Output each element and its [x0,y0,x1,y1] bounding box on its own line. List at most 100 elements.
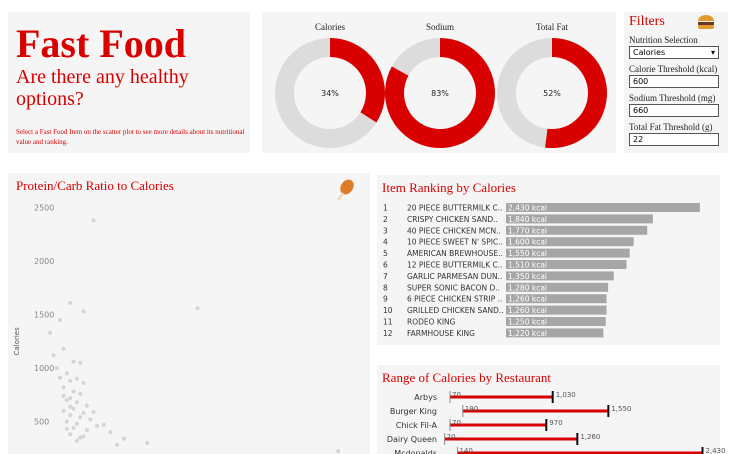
bar-label: 1,350 kcal [508,272,547,281]
max-label: 970 [549,419,562,427]
scatter-point [84,403,89,408]
bar-label: 1,260 kcal [508,295,547,304]
scatter-point [108,430,113,435]
scatter-point [74,421,79,426]
scatter-point [121,436,126,441]
filter-label: Sodium Threshold (mg) [629,93,716,103]
scatter-point [61,393,66,398]
burger-icon [698,15,714,29]
scatter-point [91,218,96,223]
filter-label: Nutrition Selection [629,35,698,45]
min-label: 140 [459,447,472,454]
chart-title: Protein/Carb Ratio to Calories [16,178,174,193]
donut-title: Calories [315,22,345,32]
rank-number: 7 [383,272,388,281]
restaurant-label: Mcdonalds [394,449,437,454]
scatter-point [74,376,79,381]
restaurant-label: Chick Fil-A [396,421,438,430]
item-name: SUPER SONIC BACON D.. [407,283,500,292]
scatter-point [81,381,86,386]
scatter-point [54,366,59,371]
min-label: 70 [452,419,461,427]
scatter-point [51,353,56,358]
item-name: 12 PIECE BUTTERMILK C.. [407,261,503,270]
item-name: GRILLED CHICKEN SAND.. [407,306,504,315]
y-tick-label: 1000 [34,364,54,373]
scatter-point [195,306,200,311]
item-name: 6 PIECE CHICKEN STRIP .. [407,295,502,304]
filters-panel: Filters Nutrition Selection Calories ▾ Calo… [629,14,719,146]
donut-arc [384,38,495,148]
bar [506,260,627,269]
scatter-point [71,359,76,364]
number-input[interactable]: 22 [629,133,719,146]
max-label: 1,260 [580,433,600,441]
item-name: 40 PIECE CHICKEN MCN.. [407,226,501,235]
item-name: RODEO KING [407,318,456,327]
donut-label: 83% [431,89,449,98]
scatter-point [61,408,66,413]
dashboard-title: Fast Food [16,21,186,66]
item-name: AMERICAN BREWHOUSE.. [407,249,503,258]
rank-number: 1 [383,204,388,213]
scatter-point [74,438,79,443]
scatter-point [78,391,83,396]
chicken-icon [336,179,354,201]
y-tick-label: 1500 [34,311,54,320]
bar [506,203,700,212]
instruction-note: Select a Fast Food Item on the scatter p… [16,128,245,146]
select-input[interactable]: Calories ▾ [629,46,719,59]
scatter-point [58,375,63,380]
scatter-point [88,417,93,422]
scatter-point [71,389,76,394]
bar [506,305,607,315]
scatter-point [78,435,83,440]
number-input[interactable]: 600 [629,75,719,88]
filter-label: Calorie Threshold (kcal) [629,64,718,74]
rank-number: 2 [383,215,388,224]
item-name: FARMHOUSE KING [407,329,475,338]
bar [506,214,653,224]
bar-label: 1,250 kcal [508,318,547,327]
scatter-point [64,371,69,376]
scatter-point [64,427,69,432]
scatter-point [81,434,86,439]
scatter-point [336,448,341,453]
scatter-point [61,346,66,351]
item-name: CRISPY CHICKEN SAND.. [407,215,498,224]
item-name: 20 PIECE BUTTERMILK C.. [407,204,503,213]
y-axis-label: Calories [13,327,21,356]
scatter-point [61,385,66,390]
number-input[interactable]: 660 [629,104,719,117]
rank-number: 12 [383,329,393,338]
min-label: 190 [465,405,478,413]
scatter-point [78,415,83,420]
scatter-point [81,410,86,415]
min-label: 20 [447,433,456,441]
scatter-point [48,330,53,335]
rank-number: 5 [383,249,388,258]
scatter-point [95,423,99,428]
bar [506,294,607,304]
scatter-point [91,409,96,414]
bar-label: 1,840 kcal [508,215,547,224]
bar-label: 1,600 kcal [508,238,547,247]
donut-title: Sodium [426,22,454,32]
bar-label: 2,430 kcal [508,204,547,213]
bar-label: 1,260 kcal [508,306,547,315]
max-label: 2,430 [706,447,726,454]
donut-arc [545,38,607,148]
rank-number: 3 [383,226,388,235]
item-name: 10 PIECE SWEET N' SPIC.. [407,238,503,247]
bar-label: 1,280 kcal [508,283,547,292]
bar [506,282,609,292]
y-tick-label: 2000 [34,257,54,266]
restaurant-label: Arbys [414,393,437,402]
scatter-point [68,404,73,409]
scatter-point [101,422,106,427]
filters-title: Filters [629,14,665,29]
bar [506,271,614,281]
scatter-point [68,396,73,401]
rank-number: 8 [383,283,388,292]
